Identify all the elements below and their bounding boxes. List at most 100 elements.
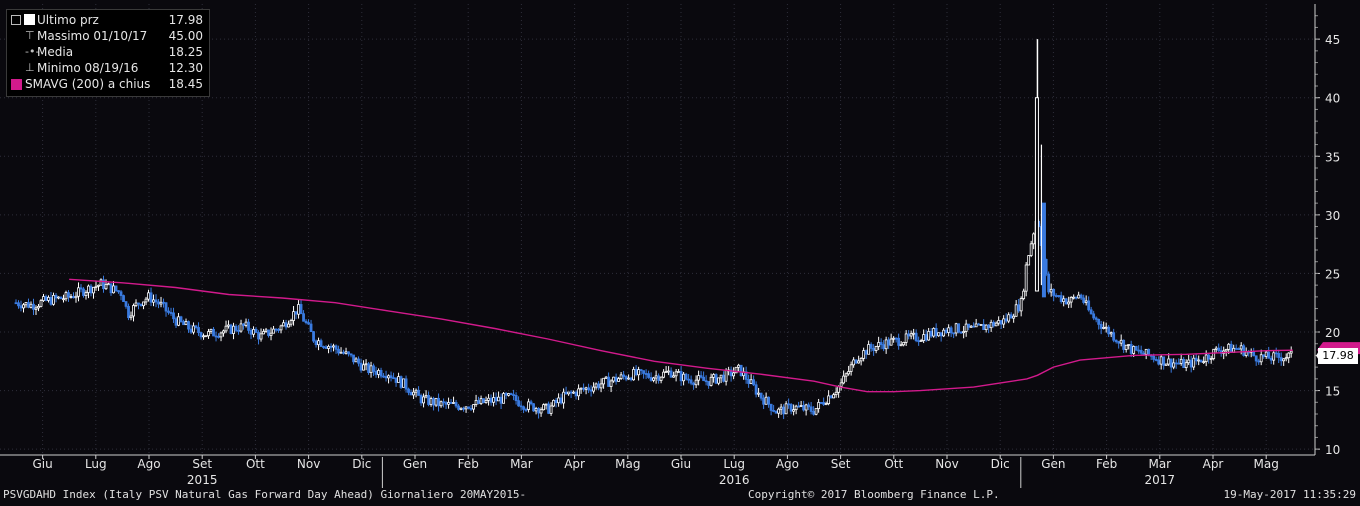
- candle-body: [369, 365, 373, 373]
- candle-body: [904, 333, 908, 343]
- candle-body: [1287, 352, 1291, 359]
- candle-body: [174, 318, 178, 326]
- candle-body: [647, 373, 651, 378]
- candle-body: [834, 391, 838, 396]
- x-tick-label: Mag: [1254, 457, 1279, 471]
- candle-body: [24, 302, 28, 306]
- candle-body: [462, 407, 465, 410]
- candle-body: [777, 408, 781, 414]
- candle-body: [802, 405, 806, 411]
- candle-body: [1092, 313, 1096, 319]
- candle-body: [59, 296, 63, 300]
- candle-body: [1119, 339, 1123, 344]
- candle-body: [172, 312, 175, 320]
- candle-body: [327, 345, 330, 349]
- candle-body: [862, 350, 866, 359]
- candle-body: [119, 291, 123, 296]
- candle-body: [459, 407, 463, 410]
- candle-body: [929, 331, 933, 337]
- candle-body: [1014, 304, 1018, 317]
- candle-body: [1197, 359, 1201, 362]
- candle-body: [107, 283, 110, 286]
- candle-body: [204, 335, 208, 338]
- candle-body: [247, 321, 250, 331]
- candle-body: [94, 285, 98, 288]
- candle-body: [909, 333, 913, 337]
- candle-body: [699, 375, 703, 378]
- candle-body: [27, 302, 30, 308]
- candle-body: [569, 391, 573, 394]
- candle-body: [692, 382, 696, 386]
- candle-body: [182, 321, 185, 326]
- candle-body: [382, 375, 385, 378]
- candle-body: [1244, 351, 1248, 356]
- candle-body: [999, 320, 1003, 325]
- candle-body: [794, 405, 798, 411]
- candle-body: [192, 325, 195, 333]
- candle-body: [264, 329, 268, 332]
- candle-body: [507, 393, 510, 396]
- candle-body: [404, 378, 408, 390]
- candle-body: [1264, 351, 1268, 357]
- candle-body: [97, 284, 100, 287]
- candle-body: [452, 402, 455, 404]
- x-tick-label: Ago: [776, 457, 799, 471]
- candle-body: [984, 324, 988, 331]
- candle-body: [314, 340, 318, 346]
- candle-body: [1204, 354, 1208, 362]
- candle-body: [1167, 358, 1171, 365]
- candle-body: [1289, 350, 1293, 354]
- candle-body: [819, 402, 823, 404]
- candle-body: [1047, 273, 1051, 293]
- candle-body: [129, 315, 133, 319]
- candle-body: [87, 285, 90, 293]
- candle-body: [352, 354, 355, 363]
- candle-body: [1164, 363, 1168, 366]
- collapse-icon[interactable]: [11, 15, 21, 25]
- candle-body: [939, 332, 943, 337]
- candle-body: [1229, 343, 1233, 353]
- candle-body: [552, 399, 555, 407]
- candle-body: [969, 325, 973, 328]
- candle-body: [1109, 332, 1113, 335]
- candle-body: [859, 357, 863, 362]
- candle-body: [394, 377, 398, 383]
- candle-body: [82, 288, 85, 296]
- candle-body: [342, 351, 345, 354]
- candle-body: [924, 334, 928, 341]
- candle-body: [229, 324, 233, 334]
- candle-body: [534, 408, 538, 412]
- candle-body: [799, 405, 803, 407]
- candle-body: [817, 402, 821, 409]
- price-candles: [14, 39, 1293, 420]
- x-tick-label: Gen: [403, 457, 427, 471]
- spike-body: [1034, 97, 1039, 292]
- candle-body: [169, 312, 173, 314]
- legend-value: 45.00: [168, 29, 203, 43]
- candle-body: [682, 373, 686, 382]
- candle-body: [917, 340, 921, 343]
- candle-body: [29, 303, 33, 308]
- candle-body: [374, 371, 378, 375]
- candle-body: [1089, 309, 1093, 315]
- candle-body: [1192, 357, 1196, 368]
- candle-body: [869, 344, 873, 349]
- candle-body: [754, 384, 758, 395]
- legend-label: Media: [37, 45, 74, 59]
- candle-body: [884, 339, 888, 350]
- candle-body: [864, 350, 868, 355]
- candle-body: [709, 376, 713, 386]
- candle-body: [882, 344, 886, 350]
- legend-value: 18.45: [168, 77, 203, 91]
- candle-body: [1209, 358, 1213, 360]
- candle-body: [277, 329, 280, 331]
- candle-body: [212, 328, 215, 337]
- candle-body: [454, 402, 458, 407]
- candle-body: [514, 395, 518, 402]
- candle-body: [207, 331, 210, 337]
- candle-body: [877, 342, 881, 347]
- candle-body: [39, 300, 43, 307]
- candle-body: [407, 388, 410, 393]
- last-price-badge: 17.98: [1318, 347, 1358, 364]
- candle-body: [572, 391, 575, 394]
